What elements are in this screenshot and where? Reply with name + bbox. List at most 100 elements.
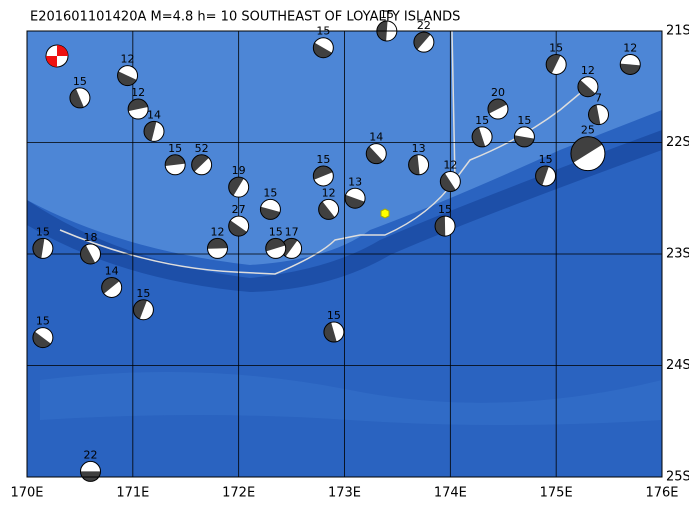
focal-mechanism: 12 xyxy=(207,225,228,259)
x-tick-label: 170E xyxy=(10,486,43,501)
beachball-sector xyxy=(487,99,507,114)
beachball-sector xyxy=(535,165,549,186)
focal-mechanism: 15 xyxy=(323,309,345,343)
depth-label: 17 xyxy=(285,225,299,238)
depth-label: 12 xyxy=(322,186,336,199)
focal-mechanism: 27 xyxy=(228,203,250,237)
map-title: E201601101420A M=4.8 h= 10 SOUTHEAST OF … xyxy=(30,10,460,25)
grid xyxy=(26,30,663,478)
beachball-sector xyxy=(265,238,286,252)
focal-mechanism: 14 xyxy=(101,264,123,298)
focal-mechanism: 15 xyxy=(132,287,154,321)
focal-mechanism: 15 xyxy=(535,153,557,187)
beachball-sector xyxy=(577,80,596,97)
focal-mechanism: 12 xyxy=(619,41,641,75)
beachball-sector xyxy=(228,220,247,237)
beachball-sector xyxy=(80,245,96,264)
depth-label: 15 xyxy=(269,225,283,238)
depth-label: 15 xyxy=(539,153,553,166)
depth-label: 15 xyxy=(517,114,531,127)
beachball-sector xyxy=(165,154,186,167)
depth-label: 22 xyxy=(84,448,98,461)
beachball-sector xyxy=(366,146,384,164)
depth-label: 15 xyxy=(36,225,50,238)
depth-label: 20 xyxy=(491,86,505,99)
beachball-sector xyxy=(620,63,641,75)
depth-label: 15 xyxy=(327,309,341,322)
depth-label: 15 xyxy=(549,41,563,54)
y-tick-label: 21S xyxy=(666,24,689,39)
beachball-sector xyxy=(413,32,431,50)
beachball-sector xyxy=(514,135,535,147)
focal-mechanism: 13 xyxy=(408,142,430,176)
beachball-sector xyxy=(191,154,209,172)
beachball-sector xyxy=(32,238,45,259)
beachball-sector xyxy=(345,194,365,209)
depth-label: 15 xyxy=(36,315,50,328)
focal-mechanism: 15 xyxy=(471,114,493,148)
beachball-sector xyxy=(32,331,51,348)
focal-mechanism: 12 xyxy=(127,86,149,120)
beachball-sector xyxy=(435,216,446,237)
beachball-sector xyxy=(408,154,420,175)
y-tick-label: 24S xyxy=(666,358,689,373)
beachball-sector xyxy=(144,121,157,142)
focal-mechanism: 13 xyxy=(344,175,366,209)
depth-label: 15 xyxy=(475,114,489,127)
x-tick-label: 172E xyxy=(222,486,255,501)
x-tick-label: 174E xyxy=(434,486,467,501)
x-tick-label: 176E xyxy=(645,486,678,501)
beachball-sector xyxy=(313,42,332,58)
beachball-sector xyxy=(128,99,148,112)
x-tick-label: 173E xyxy=(328,486,361,501)
focal-mechanism: 15 xyxy=(312,153,334,187)
depth-label: 22 xyxy=(417,19,431,32)
beachball-sector xyxy=(101,277,120,294)
focal-mechanism: 15 xyxy=(69,75,91,109)
beachball-sector xyxy=(69,88,84,108)
plate-boundary xyxy=(59,84,591,275)
focal-mechanism: 12 xyxy=(117,53,139,87)
depth-label: 15 xyxy=(73,75,87,88)
depth-label: 14 xyxy=(369,131,383,144)
beachball-sector xyxy=(588,104,601,125)
focal-mechanism: 18 xyxy=(80,231,101,265)
depth-label: 27 xyxy=(232,203,246,216)
beachball-sector xyxy=(117,71,137,86)
depth-label: 14 xyxy=(105,264,119,277)
x-tick-label: 175E xyxy=(540,486,573,501)
focal-mechanism: 14 xyxy=(143,108,165,142)
focal-mechanism: 15 xyxy=(32,225,54,259)
x-tick-label: 171E xyxy=(116,486,149,501)
depth-label: 13 xyxy=(348,175,362,188)
focal-mechanism: 15 xyxy=(32,315,54,349)
focal-mechanism: 14 xyxy=(365,131,387,165)
depth-label: 12 xyxy=(623,41,637,54)
beachball-sector xyxy=(323,322,337,343)
depth-label: 15 xyxy=(316,153,330,166)
epicenter xyxy=(380,208,390,219)
depth-label: 12 xyxy=(121,53,135,66)
depth-label: 14 xyxy=(147,108,161,121)
focal-mechanism: 7 xyxy=(588,92,609,126)
focal-mechanism: 15 xyxy=(259,186,281,220)
plate-boundary xyxy=(451,30,456,181)
focal-mechanism: 15 xyxy=(434,203,456,237)
focal-mechanism: 15 xyxy=(312,25,334,59)
depth-label: 15 xyxy=(136,287,150,300)
y-tick-label: 22S xyxy=(666,135,689,150)
beachball-sector xyxy=(318,201,335,220)
depth-label: 12 xyxy=(131,86,145,99)
bathymetry-band xyxy=(40,372,662,425)
frame xyxy=(26,30,663,478)
depth-label: 13 xyxy=(412,142,426,155)
focal-mechanism: 52 xyxy=(191,142,213,176)
depth-label: 12 xyxy=(443,159,457,172)
depth-label: 15 xyxy=(168,142,182,155)
focal-mechanism: 12 xyxy=(577,64,599,98)
beachball-sector xyxy=(228,177,244,196)
beachball-sector xyxy=(260,206,281,220)
